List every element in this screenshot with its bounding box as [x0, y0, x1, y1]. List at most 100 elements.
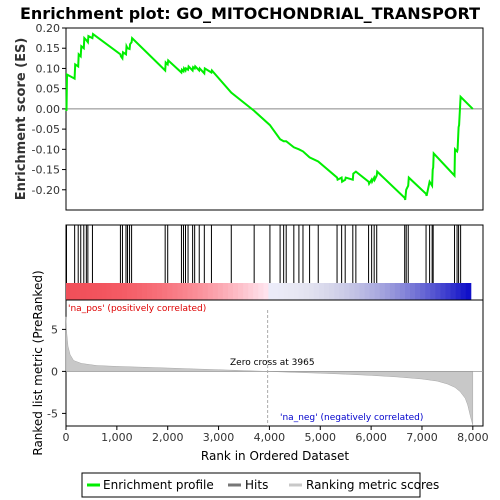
metric-y-ticks: 5 0 -5: [47, 323, 66, 420]
color-bar-segment: [182, 283, 188, 300]
color-bar-segment: [445, 283, 452, 300]
metric-y-axis-label: Ranked list metric (PreRanked): [31, 270, 45, 455]
legend-profile-label: Enrichment profile: [103, 478, 214, 492]
color-bar-segment: [91, 283, 97, 300]
color-bar-segment: [460, 283, 467, 300]
x-axis-ticks: 0 1,000 2,000 3,000 4,000 5,000 6,000 7,000 8,00…: [63, 426, 489, 444]
x-tick-label: 6,000: [355, 431, 387, 444]
color-bar-segment: [298, 283, 305, 300]
color-bar-segment: [192, 283, 199, 300]
color-bar-segment: [344, 283, 350, 300]
color-bar-segment: [425, 283, 431, 300]
color-bar-segment: [248, 283, 254, 300]
es-y-tick-label: -0.20: [32, 184, 60, 197]
hits-panel: [65, 224, 484, 301]
color-bar-segment: [329, 283, 335, 300]
es-y-tick-label: 0.20: [36, 22, 61, 35]
metric-y-tick-label: 5: [51, 323, 58, 336]
color-bar-segment: [111, 283, 118, 300]
color-bar-segment: [435, 283, 441, 300]
color-bar-segment: [369, 283, 376, 300]
color-bar-segment: [339, 283, 345, 300]
color-bar-segment: [141, 283, 148, 300]
enrichment-profile-line: [65, 32, 474, 201]
color-bar-segment: [207, 283, 214, 300]
color-bar-segment: [303, 283, 310, 300]
color-bar-segment: [450, 283, 457, 300]
color-bar-segment: [126, 283, 133, 300]
color-bar-segment: [146, 283, 153, 300]
color-bar-segment: [410, 283, 416, 300]
metric-y-tick-label: 0: [51, 365, 58, 378]
color-bar-segment: [394, 283, 401, 300]
color-bar-segment: [324, 283, 330, 300]
color-bar-segment: [162, 283, 168, 300]
color-bar-segment: [167, 283, 173, 300]
color-bar-segment: [202, 283, 209, 300]
color-bar-segment: [415, 283, 421, 300]
color-bar-segment: [101, 283, 107, 300]
hit-marks: [66, 225, 462, 283]
es-panel: 0.20 0.15 0.10 0.05 0.00 -0.05 -0.10 -0.15 -0.20…: [14, 22, 484, 211]
color-bar-segment: [106, 283, 113, 300]
color-bar-segment: [308, 283, 315, 300]
color-bar-segment: [420, 283, 426, 300]
color-bar-segment: [116, 283, 123, 300]
legend: Enrichment profile Hits Ranking metric s…: [81, 472, 439, 498]
color-bar-segment: [131, 283, 138, 300]
color-bar-segment: [359, 283, 366, 300]
color-bar-segment: [152, 283, 158, 300]
es-y-ticks: 0.20 0.15 0.10 0.05 0.00 -0.05 -0.10 -0.15 -0.20: [32, 22, 66, 197]
color-bar-segment: [243, 283, 249, 300]
color-bar-segment: [258, 283, 264, 300]
x-tick-label: 1,000: [101, 431, 133, 444]
color-bar-segment: [172, 283, 178, 300]
es-y-tick-label: -0.15: [32, 164, 60, 177]
color-bar-segment: [263, 283, 269, 300]
color-bar-segment: [288, 283, 295, 300]
color-bar-segment: [318, 283, 325, 300]
negative-correlation-label: 'na_neg' (negatively correlated): [280, 413, 423, 423]
metric-y-tick-label: -5: [47, 407, 58, 420]
color-bar-segment: [96, 283, 102, 300]
color-bar-segment: [253, 283, 259, 300]
color-bar-segment: [232, 283, 239, 300]
x-tick-label: 5,000: [305, 431, 337, 444]
color-bar-segment: [430, 283, 436, 300]
color-bar-segment: [76, 283, 82, 300]
x-tick-label: 4,000: [254, 431, 286, 444]
color-bar-segment: [187, 283, 193, 300]
color-bar-segment: [177, 283, 183, 300]
color-bar-segment: [313, 283, 320, 300]
chart-title: Enrichment plot: GO_MITOCHONDRIAL_TRANSP…: [20, 4, 480, 23]
color-bar-segment: [440, 283, 446, 300]
x-tick-label: 0: [63, 431, 70, 444]
x-tick-label: 7,000: [406, 431, 438, 444]
legend-metric-label: Ranking metric scores: [306, 478, 439, 492]
x-tick-label: 3,000: [203, 431, 235, 444]
es-y-axis-label: Enrichment score (ES): [14, 38, 29, 201]
color-bar-segment: [197, 283, 204, 300]
es-y-tick-label: -0.05: [32, 123, 60, 136]
es-y-tick-label: 0.00: [36, 103, 61, 116]
color-bar-segment: [379, 283, 386, 300]
x-axis-label: Rank in Ordered Dataset: [201, 449, 349, 463]
es-y-tick-label: 0.15: [36, 42, 61, 55]
color-bar-segment: [121, 283, 128, 300]
color-bar-segment: [157, 283, 163, 300]
es-y-tick-label: 0.05: [36, 83, 61, 96]
es-y-tick-label: 0.10: [36, 62, 61, 75]
color-bar-segment: [374, 283, 381, 300]
ranking-color-bar: [66, 283, 472, 300]
metric-panel: 5 0 -5 'na_pos' (positively correlated) 'n…: [31, 270, 484, 456]
color-bar-segment: [66, 283, 72, 300]
color-bar-segment: [465, 283, 472, 300]
color-bar-segment: [334, 283, 340, 300]
color-bar-segment: [399, 283, 406, 300]
color-bar-segment: [349, 283, 355, 300]
color-bar-segment: [217, 283, 224, 300]
color-bar-segment: [268, 283, 274, 300]
es-plot-area: [65, 27, 484, 211]
legend-box: [81, 472, 421, 498]
